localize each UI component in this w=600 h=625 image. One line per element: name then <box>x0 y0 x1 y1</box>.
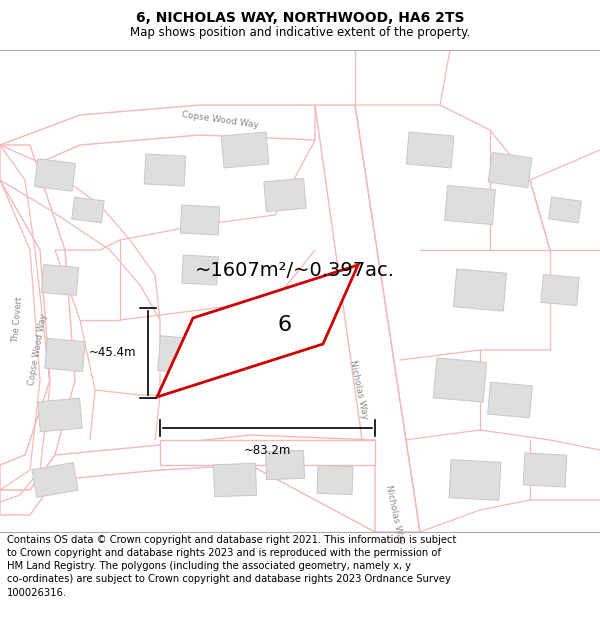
Bar <box>266 451 304 479</box>
Bar <box>264 178 306 212</box>
Bar <box>32 462 78 498</box>
Bar <box>548 197 581 223</box>
Text: ~45.4m: ~45.4m <box>89 346 136 359</box>
Text: 6, NICHOLAS WAY, NORTHWOOD, HA6 2TS: 6, NICHOLAS WAY, NORTHWOOD, HA6 2TS <box>136 11 464 25</box>
Bar <box>523 453 567 487</box>
Bar <box>449 460 501 500</box>
Bar <box>445 186 496 224</box>
Bar <box>180 205 220 235</box>
Bar <box>454 269 506 311</box>
Polygon shape <box>160 440 375 465</box>
Text: ~1607m²/~0.397ac.: ~1607m²/~0.397ac. <box>195 261 395 279</box>
Bar <box>144 154 186 186</box>
Bar <box>38 398 82 432</box>
Text: Map shows position and indicative extent of the property.: Map shows position and indicative extent… <box>130 26 470 39</box>
Text: 6: 6 <box>278 315 292 335</box>
Bar <box>488 152 532 188</box>
Bar <box>214 463 257 497</box>
Bar <box>317 466 353 494</box>
Polygon shape <box>157 265 358 397</box>
Text: Copse Wood Way: Copse Wood Way <box>27 314 49 386</box>
Text: Nicholas Way: Nicholas Way <box>383 484 405 545</box>
Polygon shape <box>0 105 315 180</box>
Bar <box>221 132 269 168</box>
Polygon shape <box>0 435 375 532</box>
Bar <box>488 382 532 418</box>
Text: Copse Wood Way: Copse Wood Way <box>181 110 259 130</box>
Bar <box>72 198 104 222</box>
Bar <box>433 358 487 402</box>
Bar <box>45 338 85 372</box>
Bar <box>41 264 79 296</box>
Text: Contains OS data © Crown copyright and database right 2021. This information is : Contains OS data © Crown copyright and d… <box>7 535 457 598</box>
Bar <box>158 336 202 374</box>
Text: The Covert: The Covert <box>11 297 25 343</box>
Bar <box>406 132 454 168</box>
Bar <box>541 274 579 306</box>
Polygon shape <box>0 145 75 490</box>
Text: Nicholas Way: Nicholas Way <box>347 359 369 420</box>
Bar <box>34 159 76 191</box>
Bar <box>182 255 218 285</box>
Text: ~83.2m: ~83.2m <box>244 444 291 457</box>
Polygon shape <box>315 105 420 532</box>
